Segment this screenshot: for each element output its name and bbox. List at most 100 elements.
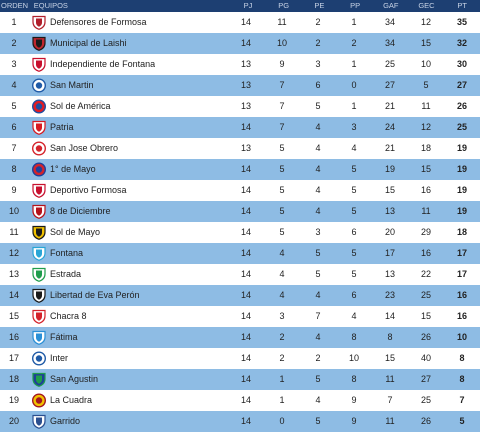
stat-gec: 25 [420,290,431,300]
stat-gec: 26 [420,416,431,426]
stat-pp: 3 [351,122,357,132]
stat-pg: 4 [279,290,285,300]
table-row: 20 Garrido 14 0 5 9 11 26 5 [0,411,480,432]
stat-gec: 11 [421,101,431,111]
team-name[interactable]: 8 de Diciembre [50,206,111,216]
team-name[interactable]: Estrada [50,269,82,279]
stat-pj: 14 [240,122,251,132]
stat-gec: 25 [420,395,431,405]
stat-pt: 35 [456,17,467,27]
stat-gec: 40 [420,353,431,363]
team-name[interactable]: Libertad de Eva Perón [50,290,140,300]
stat-pj: 14 [240,416,251,426]
team-name[interactable]: Defensores de Formosa [50,17,147,27]
round-crest-icon [32,141,46,156]
stat-pg: 0 [279,416,285,426]
header-team: EQUIPOS [33,1,68,10]
row-position: 3 [11,59,17,69]
stat-pg: 5 [279,143,285,153]
team-cell: Chacra 8 [28,306,224,327]
team-name[interactable]: Sol de América [50,101,111,111]
table-row: 16 Fátima 14 2 4 8 8 26 10 [0,327,480,348]
team-name[interactable]: 1° de Mayo [50,164,96,174]
stat-pe: 4 [315,395,321,405]
header-pg: PG [278,1,290,10]
stat-pg: 5 [279,227,285,237]
stat-gaf: 14 [384,311,395,321]
team-name[interactable]: Inter [50,353,69,363]
team-name[interactable]: Fátima [50,332,78,342]
stat-pj: 14 [240,185,251,195]
team-name[interactable]: Fontana [50,248,84,258]
stat-gaf: 21 [384,143,395,153]
stat-pe: 2 [315,17,321,27]
stat-pg: 1 [279,395,285,405]
stat-gaf: 13 [384,206,395,216]
shield-crest-icon [32,120,46,135]
stat-pg: 5 [279,206,285,216]
stat-gec: 15 [420,38,431,48]
stat-pe: 2 [315,38,321,48]
stat-pt: 19 [456,206,467,216]
stat-pt: 17 [456,248,467,258]
round-crest-icon [32,99,46,114]
stat-pg: 1 [279,374,285,384]
row-position: 8 [11,164,17,174]
stat-gec: 18 [420,143,431,153]
team-cell: Patria [28,117,224,138]
table-row: 6 Patria 14 7 4 3 24 12 25 [0,117,480,138]
shield-crest-icon [32,183,46,198]
stat-gec: 15 [420,164,431,174]
stat-pg: 2 [279,353,285,363]
stat-pe: 3 [315,227,321,237]
team-name[interactable]: Patria [50,122,74,132]
stat-pt: 32 [456,38,467,48]
team-cell: Estrada [28,264,224,285]
team-name[interactable]: Chacra 8 [50,311,87,321]
team-name[interactable]: Sol de Mayo [50,227,101,237]
shield-crest-icon [32,246,46,261]
team-name[interactable]: Independiente de Fontana [50,59,156,69]
team-name[interactable]: Municipal de Laishi [50,38,127,48]
row-position: 14 [8,290,19,300]
stat-gaf: 21 [384,101,395,111]
team-cell: San Agustin [28,369,224,390]
stat-gaf: 13 [384,269,395,279]
table-row: 7 San Jose Obrero 13 5 4 4 21 18 19 [0,138,480,159]
stat-pp: 1 [351,59,357,69]
team-name[interactable]: Garrido [50,416,81,426]
team-cell: Fátima [28,327,224,348]
header-pt: PT [457,1,467,10]
stat-gec: 27 [420,374,431,384]
table-row: 13 Estrada 14 4 5 5 13 22 17 [0,264,480,285]
team-cell: Fontana [28,243,224,264]
shield-crest-icon [32,414,46,429]
table-row: 15 Chacra 8 14 3 7 4 14 15 16 [0,306,480,327]
team-cell: Sol de América [28,96,224,117]
stat-pg: 5 [279,185,285,195]
stat-pj: 14 [240,269,251,279]
stat-gaf: 15 [384,353,395,363]
stat-pj: 14 [240,395,251,405]
team-name[interactable]: San Jose Obrero [50,143,119,153]
stat-gec: 10 [420,59,431,69]
row-position: 17 [8,353,19,363]
stat-pp: 9 [351,416,357,426]
stat-pp: 2 [351,38,357,48]
team-cell: San Jose Obrero [28,138,224,159]
stat-pp: 6 [351,227,357,237]
stat-gaf: 8 [387,332,393,342]
stat-pg: 11 [277,17,287,27]
team-name[interactable]: San Agustin [50,374,99,384]
table-row: 2 Municipal de Laishi 14 10 2 2 34 15 32 [0,33,480,54]
team-name[interactable]: San Martin [50,80,94,90]
stat-pp: 4 [351,311,357,321]
stat-pj: 13 [240,80,251,90]
shield-crest-icon [32,372,46,387]
row-position: 13 [8,269,19,279]
team-name[interactable]: La Cuadra [50,395,93,405]
team-name[interactable]: Deportivo Formosa [50,185,127,195]
stat-pp: 5 [351,269,357,279]
round-crest-icon [32,162,46,177]
header-gec: GEC [418,1,435,10]
